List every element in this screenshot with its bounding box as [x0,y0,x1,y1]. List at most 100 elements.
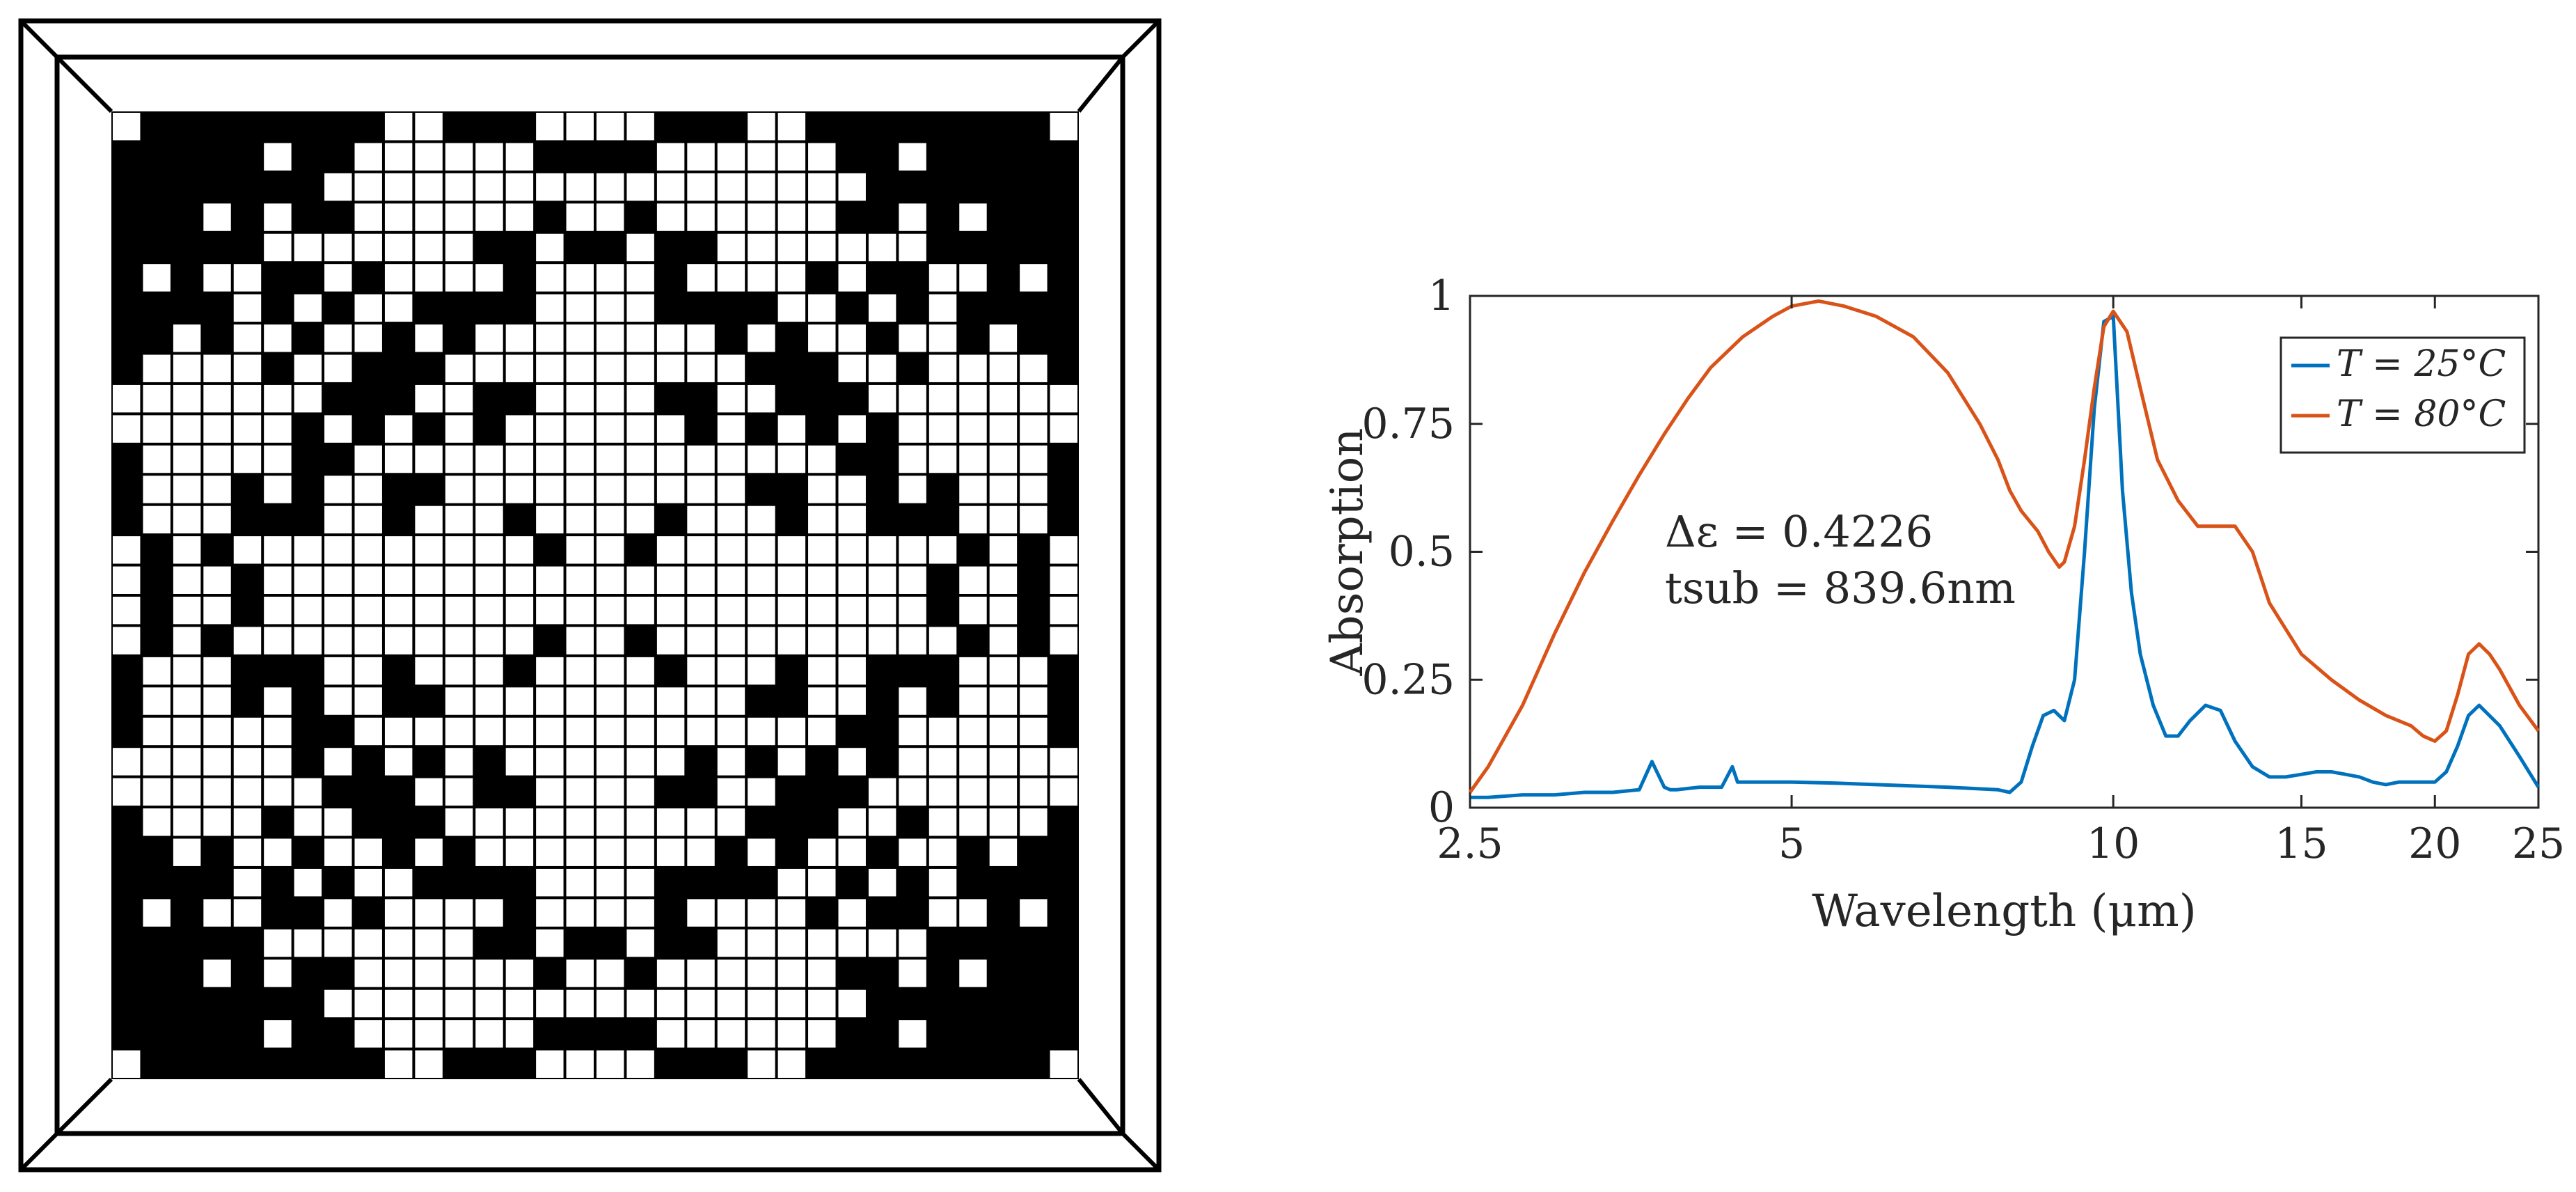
pattern-cell [294,354,322,382]
pattern-cell [808,989,836,1018]
pattern-cell [1050,566,1077,594]
pattern-cell [596,627,624,654]
pattern-cell [989,597,1018,625]
pattern-cell [294,384,322,413]
pattern-cell [233,354,262,382]
pattern-cell [1020,717,1048,746]
pattern-cell [777,536,806,564]
pattern-cell [475,1020,503,1048]
pattern-cell [566,113,594,141]
pattern-cell [838,808,866,836]
pattern-cell [989,838,1018,866]
pattern-cell [626,264,654,292]
pattern-cell [354,989,382,1018]
pattern-cell [808,536,836,564]
pattern-cell [324,173,352,201]
pattern-cell [626,778,654,806]
pattern-cell [808,627,836,654]
pattern-cell [233,717,262,746]
pattern-cell [294,868,322,897]
pattern-cell [566,505,594,534]
pattern-cell [354,838,382,866]
pattern-cell [989,415,1018,443]
pattern-cell [354,143,382,171]
pattern-cell [324,536,352,564]
pattern-cell [203,778,231,806]
pattern-cell [656,354,685,382]
pattern-cell [445,203,473,231]
pattern-cell [748,536,775,564]
pattern-cell [173,597,201,625]
pattern-cell [233,748,262,776]
pattern-cell [324,687,352,715]
pattern-cell [626,324,654,352]
pattern-cell [505,838,534,866]
pattern-cell [656,597,685,625]
pattern-cell [536,294,564,322]
pattern-cell [384,627,413,654]
pattern-cell [566,717,594,746]
pattern-cell [748,203,775,231]
pattern-cell [505,203,534,231]
pattern-cell [868,566,896,594]
pattern-cell [264,959,292,987]
pattern-cell [203,505,231,534]
pattern-cell [203,687,231,715]
pattern-cell [415,566,443,594]
y-tick-label: 0.25 [1361,655,1455,704]
pattern-cell [415,959,443,987]
pattern-cell [989,536,1018,564]
pattern-cell [354,929,382,957]
pattern-cell [899,415,926,443]
pattern-cell [505,1020,534,1048]
pattern-cell [1020,384,1048,413]
pattern-cell [354,566,382,594]
pattern-cell [959,203,987,231]
pattern-cell [566,597,594,625]
pattern-cell [475,324,503,352]
pattern-cell [838,536,866,564]
pattern-cell [536,1050,564,1078]
pattern-cell [717,717,745,746]
pattern-cell [475,627,503,654]
metasurface-pattern-panel [0,0,1183,1189]
pattern-cell [687,687,715,715]
pattern-cell [445,173,473,201]
pattern-cell [656,627,685,654]
pattern-cell [596,536,624,564]
pattern-cell [687,959,715,987]
pattern-cell [929,808,957,836]
pattern-cell [475,143,503,171]
pattern-cell [505,687,534,715]
pattern-cell [445,808,473,836]
pattern-cell [143,354,171,382]
pattern-cell [687,476,715,503]
pattern-cell [203,415,231,443]
pattern-cell [899,536,926,564]
y-tick-label: 0.75 [1361,400,1455,448]
pattern-cell [777,989,806,1018]
pattern-cell [203,808,231,836]
pattern-cell [656,1020,685,1048]
pattern-cell [354,294,382,322]
pattern-cell [748,505,775,534]
pattern-cell [868,233,896,262]
pattern-cell [626,233,654,262]
pattern-cell [354,233,382,262]
pattern-cell [294,294,322,322]
series-line-25C [1470,314,2541,799]
pattern-cell [748,233,775,262]
pattern-cell [656,838,685,866]
pattern-cell [1020,445,1048,473]
pattern-cell [536,566,564,594]
pattern-cell [384,899,413,927]
pattern-cell [566,354,594,382]
pattern-cell [959,959,987,987]
pattern-cell [384,1050,413,1078]
pattern-cell [475,476,503,503]
pattern-cell [656,808,685,836]
pattern-cell [838,233,866,262]
pattern-cell [203,899,231,927]
pattern-cell [566,868,594,897]
pattern-cell [808,476,836,503]
